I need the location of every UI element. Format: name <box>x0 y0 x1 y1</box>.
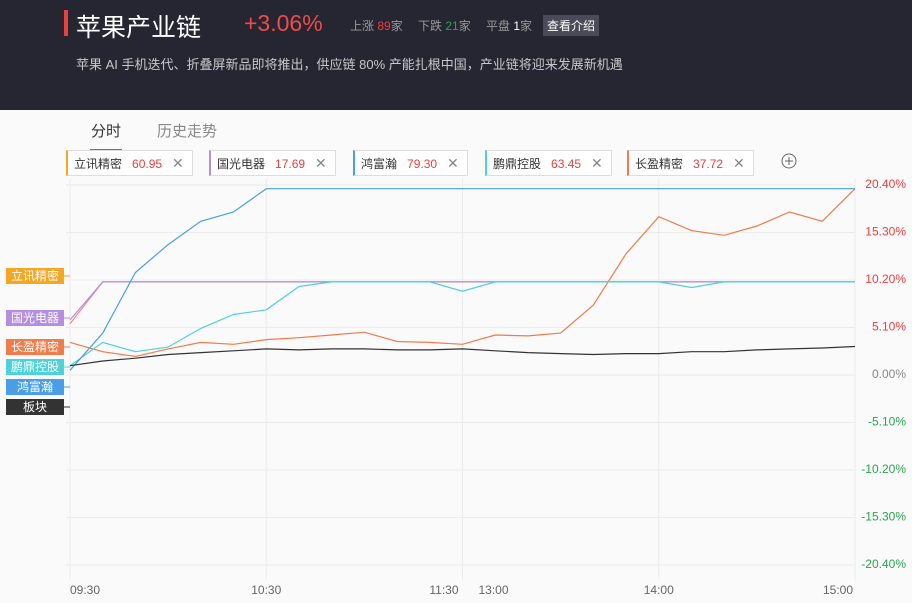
legend-swatch <box>6 379 64 395</box>
y-tick-label: -5.10% <box>868 415 906 429</box>
y-tick-label: 5.10% <box>872 320 906 334</box>
stat-label: 下跌 <box>418 19 443 33</box>
stock-name: 鹏鼎控股 <box>493 157 542 171</box>
x-tick-label: 15:00 <box>823 583 853 597</box>
y-tick-label: 15.30% <box>865 225 906 239</box>
stat-count: 89 <box>377 19 391 33</box>
stat-label: 平盘 <box>486 19 511 33</box>
stock-name: 鸿富瀚 <box>361 157 398 171</box>
stat-unit: 家 <box>458 19 471 33</box>
add-button[interactable] <box>781 153 797 169</box>
y-tick-label: -10.20% <box>861 462 906 476</box>
stat-count: 1 <box>513 19 521 33</box>
stat: 平盘 1家 <box>486 17 532 34</box>
x-tick-label: 10:30 <box>251 583 281 597</box>
stock-price: 63.45 <box>551 157 582 171</box>
legend-item: 板块 <box>6 399 70 415</box>
stock-price: 37.72 <box>693 157 724 171</box>
stock-chip: 国光电器 17.69 ✕ <box>209 150 336 176</box>
title-bar <box>64 10 68 36</box>
description: 苹果 AI 手机迭代、折叠屏新品即将推出，供应链 80% 产能扎根中国，产业链将… <box>76 57 623 72</box>
stat-count: 21 <box>445 19 459 33</box>
legend-label: 鹏鼎控股 <box>11 360 59 374</box>
x-tick-label: 11:30 <box>429 583 458 597</box>
series-line <box>69 188 856 358</box>
stat: 上涨 89家 <box>350 17 403 34</box>
series-line <box>69 281 855 367</box>
remove-button[interactable]: ✕ <box>591 155 603 171</box>
stat: 下跌 21家 <box>418 17 471 34</box>
legend-item: 立讯精密 <box>6 268 70 284</box>
stock-chip: 鹏鼎控股 63.45 ✕ <box>485 150 612 176</box>
y-tick-label: 10.20% <box>865 272 906 286</box>
y-tick-label: -20.40% <box>861 557 906 571</box>
legend-swatch <box>6 359 64 375</box>
stock-price: 60.95 <box>132 157 163 171</box>
stock-price: 79.30 <box>407 157 438 171</box>
legend-label: 国光电器 <box>11 311 59 325</box>
intro-button[interactable]: 查看介绍 <box>543 15 600 36</box>
tab[interactable]: 历史走势 <box>157 123 218 140</box>
stock-chip: 鸿富瀚 79.30 ✕ <box>353 150 468 176</box>
legend-label: 鸿富瀚 <box>17 379 53 394</box>
y-tick-label: 0.00% <box>872 367 906 381</box>
remove-button[interactable]: ✕ <box>733 155 745 171</box>
legend-item: 鹏鼎控股 <box>6 359 70 375</box>
legend-swatch <box>6 310 64 326</box>
series-line <box>69 188 855 371</box>
stat-unit: 家 <box>520 19 533 33</box>
legend-swatch <box>6 399 64 415</box>
remove-button[interactable]: ✕ <box>315 155 327 171</box>
y-tick-label: -15.30% <box>861 510 906 524</box>
legend-label: 长盈精密 <box>11 339 59 354</box>
x-tick-label: 14:00 <box>644 583 674 597</box>
stat-unit: 家 <box>390 19 403 33</box>
legend-label: 立讯精密 <box>11 268 59 283</box>
legend-item: 鸿富瀚 <box>6 379 70 395</box>
legend-label: 板块 <box>23 400 47 414</box>
y-tick-label: 20.40% <box>865 177 906 191</box>
remove-button[interactable]: ✕ <box>172 155 184 171</box>
x-tick-label: 13:00 <box>479 583 509 597</box>
change: +3.06% <box>244 10 323 36</box>
stock-name: 国光电器 <box>217 157 266 171</box>
stock-chip: 长盈精密 37.72 ✕ <box>627 150 754 176</box>
series-line <box>69 345 856 367</box>
legend-swatch <box>6 339 64 355</box>
title: 苹果产业链 <box>76 14 202 42</box>
stock-name: 长盈精密 <box>635 157 684 171</box>
stat-label: 上涨 <box>350 19 375 33</box>
legend-swatch <box>6 268 64 284</box>
stock-chip: 立讯精密 60.95 ✕ <box>66 150 193 176</box>
remove-button[interactable]: ✕ <box>447 155 459 171</box>
legend-item: 长盈精密 <box>6 339 70 355</box>
x-tick-label: 09:30 <box>70 583 100 597</box>
stock-name: 立讯精密 <box>74 157 123 171</box>
header: 苹果产业链 +3.06% 上涨 89家 下跌 21家 平盘 1家 查看介绍 苹果… <box>0 0 912 110</box>
legend-item: 国光电器 <box>6 310 70 326</box>
stock-price: 17.69 <box>275 157 306 171</box>
